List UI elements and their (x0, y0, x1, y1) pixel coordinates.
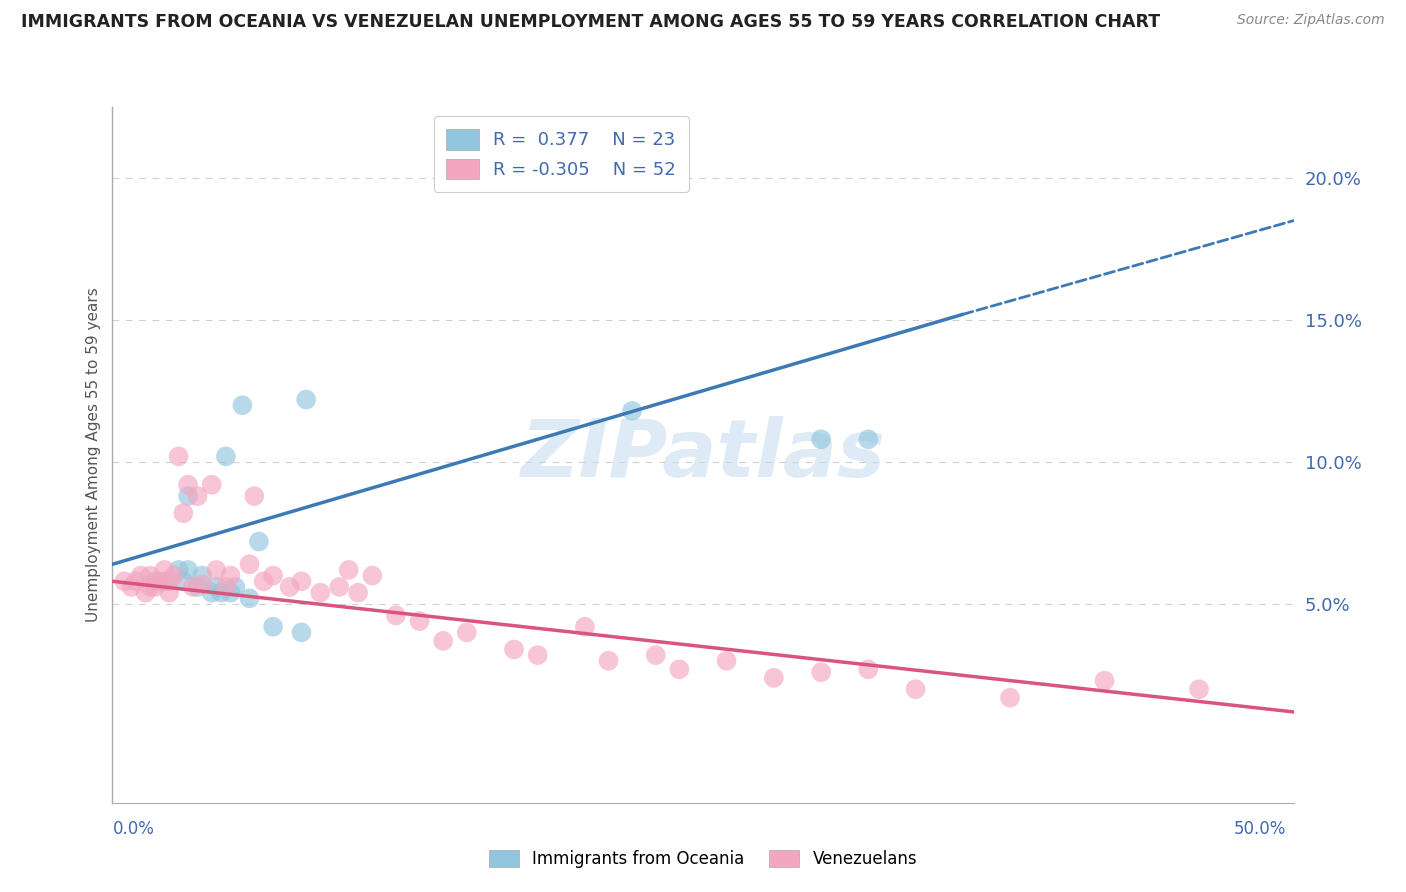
Point (139, 580, 162, 594)
Point (810, 665, 832, 680)
Point (120, 580, 142, 594)
Point (238, 558, 260, 572)
Point (125, 574, 148, 589)
Point (253, 574, 276, 589)
Point (810, 432, 832, 446)
Point (143, 574, 166, 589)
Point (361, 568, 384, 582)
Point (295, 392, 318, 407)
Point (167, 563, 190, 577)
Point (149, 574, 172, 589)
Point (172, 506, 194, 520)
Point (224, 580, 246, 594)
Point (290, 574, 312, 589)
Point (503, 642, 526, 657)
Point (219, 568, 242, 582)
Text: Source: ZipAtlas.com: Source: ZipAtlas.com (1237, 13, 1385, 28)
Text: 0.0%: 0.0% (112, 820, 155, 838)
Point (621, 404, 644, 418)
Point (186, 489, 208, 503)
Point (904, 682, 927, 697)
Point (262, 620, 284, 634)
Point (177, 489, 200, 503)
Text: IMMIGRANTS FROM OCEANIA VS VENEZUELAN UNEMPLOYMENT AMONG AGES 55 TO 59 YEARS COR: IMMIGRANTS FROM OCEANIA VS VENEZUELAN UN… (21, 13, 1160, 31)
Point (163, 568, 186, 582)
Point (998, 690, 1021, 705)
Point (432, 634, 454, 648)
Point (243, 489, 266, 503)
Point (167, 450, 190, 464)
Point (177, 563, 200, 577)
Point (215, 450, 238, 464)
Point (328, 580, 350, 594)
Point (191, 577, 214, 591)
Point (858, 662, 880, 676)
Point (456, 625, 478, 640)
Point (238, 591, 260, 606)
Point (181, 580, 204, 594)
Point (644, 648, 666, 662)
Point (135, 585, 157, 599)
Point (219, 585, 242, 599)
Point (205, 563, 228, 577)
Point (858, 432, 880, 446)
Point (112, 574, 135, 589)
Point (139, 568, 162, 582)
Point (309, 585, 332, 599)
Legend: Immigrants from Oceania, Venezuelans: Immigrants from Oceania, Venezuelans (482, 843, 924, 875)
Point (574, 620, 596, 634)
Point (247, 534, 270, 549)
Y-axis label: Unemployment Among Ages 55 to 59 years: Unemployment Among Ages 55 to 59 years (86, 287, 101, 623)
Point (1188, 682, 1211, 697)
Point (526, 648, 548, 662)
Point (143, 580, 166, 594)
Point (1094, 673, 1116, 688)
Point (408, 614, 430, 628)
Point (201, 585, 224, 599)
Point (337, 563, 360, 577)
Point (201, 477, 224, 491)
Point (668, 662, 690, 676)
Point (262, 568, 284, 582)
Point (153, 574, 176, 589)
Point (129, 568, 152, 582)
Point (205, 580, 228, 594)
Point (231, 398, 253, 412)
Point (153, 563, 176, 577)
Point (215, 580, 238, 594)
Text: 50.0%: 50.0% (1234, 820, 1286, 838)
Point (290, 625, 312, 640)
Point (385, 608, 408, 623)
Point (716, 654, 738, 668)
Point (191, 568, 214, 582)
Text: ZIPatlas: ZIPatlas (520, 416, 886, 494)
Point (177, 477, 200, 491)
Point (598, 654, 620, 668)
Point (172, 574, 194, 589)
Point (157, 574, 180, 589)
Point (762, 671, 785, 685)
Legend: R =  0.377    N = 23, R = -0.305    N = 52: R = 0.377 N = 23, R = -0.305 N = 52 (434, 116, 689, 192)
Point (157, 585, 180, 599)
Point (278, 580, 301, 594)
Point (186, 580, 208, 594)
Point (347, 585, 370, 599)
Point (209, 585, 232, 599)
